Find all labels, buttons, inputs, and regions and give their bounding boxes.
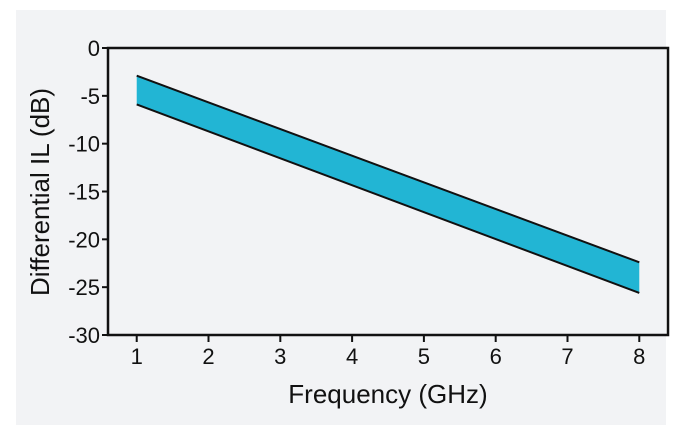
x-tick-label: 2 [202,344,214,369]
y-tick-label: -15 [68,180,100,205]
y-tick-label: 0 [88,36,100,61]
band-layer [136,74,640,294]
y-axis-label: Differential IL (dB) [25,88,55,296]
x-tick-label: 3 [274,344,286,369]
upper-bound-line [136,74,640,264]
x-tick-label: 4 [346,344,358,369]
x-tick-label: 6 [490,344,502,369]
x-tick-label: 5 [418,344,430,369]
x-axis-label: Frequency (GHz) [288,379,487,409]
y-tick-label: -10 [68,132,100,157]
y-tick-label: -25 [68,275,100,300]
x-tick-label: 8 [633,344,645,369]
y-axis-ticks: 0 -5 -10 -15 -20 -25 -30 [68,36,108,348]
y-tick-label: -30 [68,323,100,348]
lower-bound-line [136,103,640,294]
x-axis-ticks: 1 2 3 4 5 6 7 8 [131,335,645,369]
insertion-loss-band [136,75,640,293]
y-tick-label: -20 [68,227,100,252]
y-tick-label: -5 [80,84,100,109]
x-tick-label: 7 [561,344,573,369]
x-tick-label: 1 [131,344,143,369]
chart-panel [16,10,666,425]
